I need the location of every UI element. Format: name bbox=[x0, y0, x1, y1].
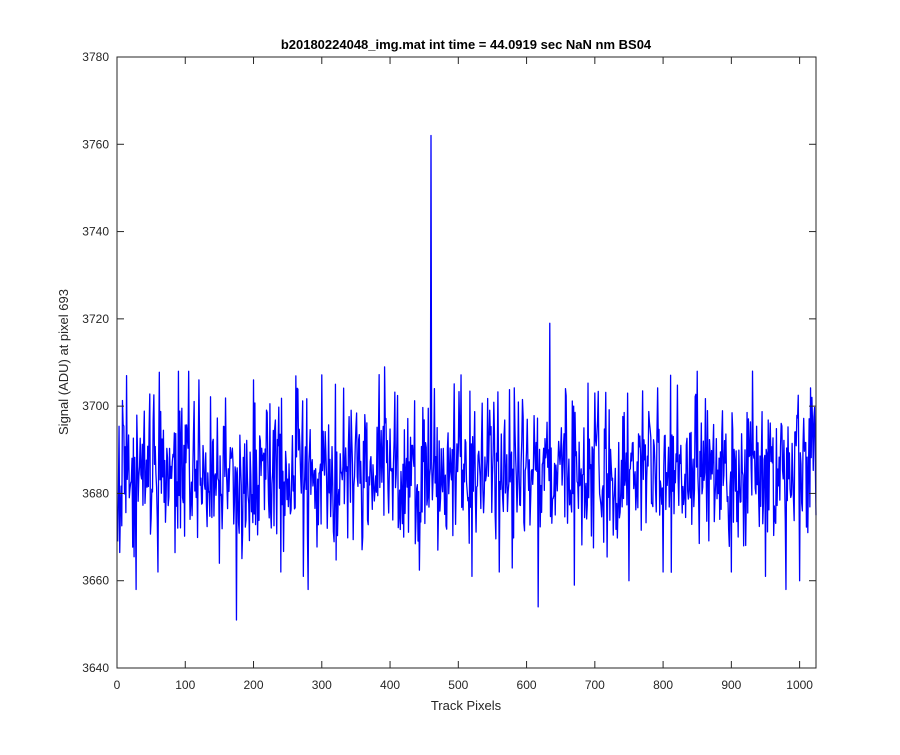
x-tick-label: 800 bbox=[653, 678, 673, 692]
x-tick-label: 0 bbox=[114, 678, 121, 692]
x-tick-label: 600 bbox=[517, 678, 537, 692]
x-tick-label: 200 bbox=[244, 678, 264, 692]
x-tick-label: 900 bbox=[721, 678, 741, 692]
x-tick-label: 400 bbox=[380, 678, 400, 692]
x-tick-label: 300 bbox=[312, 678, 332, 692]
y-tick-label: 3660 bbox=[82, 574, 109, 588]
x-tick-label: 100 bbox=[175, 678, 195, 692]
chart-title: b20180224048_img.mat int time = 44.0919 … bbox=[281, 37, 652, 52]
plot-area bbox=[117, 57, 816, 668]
x-axis-label: Track Pixels bbox=[431, 698, 502, 713]
y-tick-label: 3680 bbox=[82, 486, 109, 500]
y-tick-label: 3640 bbox=[82, 661, 109, 675]
x-tick-label: 1000 bbox=[786, 678, 813, 692]
y-tick-label: 3700 bbox=[82, 399, 109, 413]
axes-box bbox=[116, 56, 817, 669]
x-tick-label: 500 bbox=[448, 678, 468, 692]
y-tick-label: 3720 bbox=[82, 312, 109, 326]
y-tick-label: 3760 bbox=[82, 137, 109, 151]
x-tick-label: 700 bbox=[585, 678, 605, 692]
y-tick-label: 3780 bbox=[82, 50, 109, 64]
signal-series-line bbox=[117, 134, 817, 621]
y-tick-label: 3740 bbox=[82, 225, 109, 239]
y-axis-label: Signal (ADU) at pixel 693 bbox=[56, 289, 71, 435]
